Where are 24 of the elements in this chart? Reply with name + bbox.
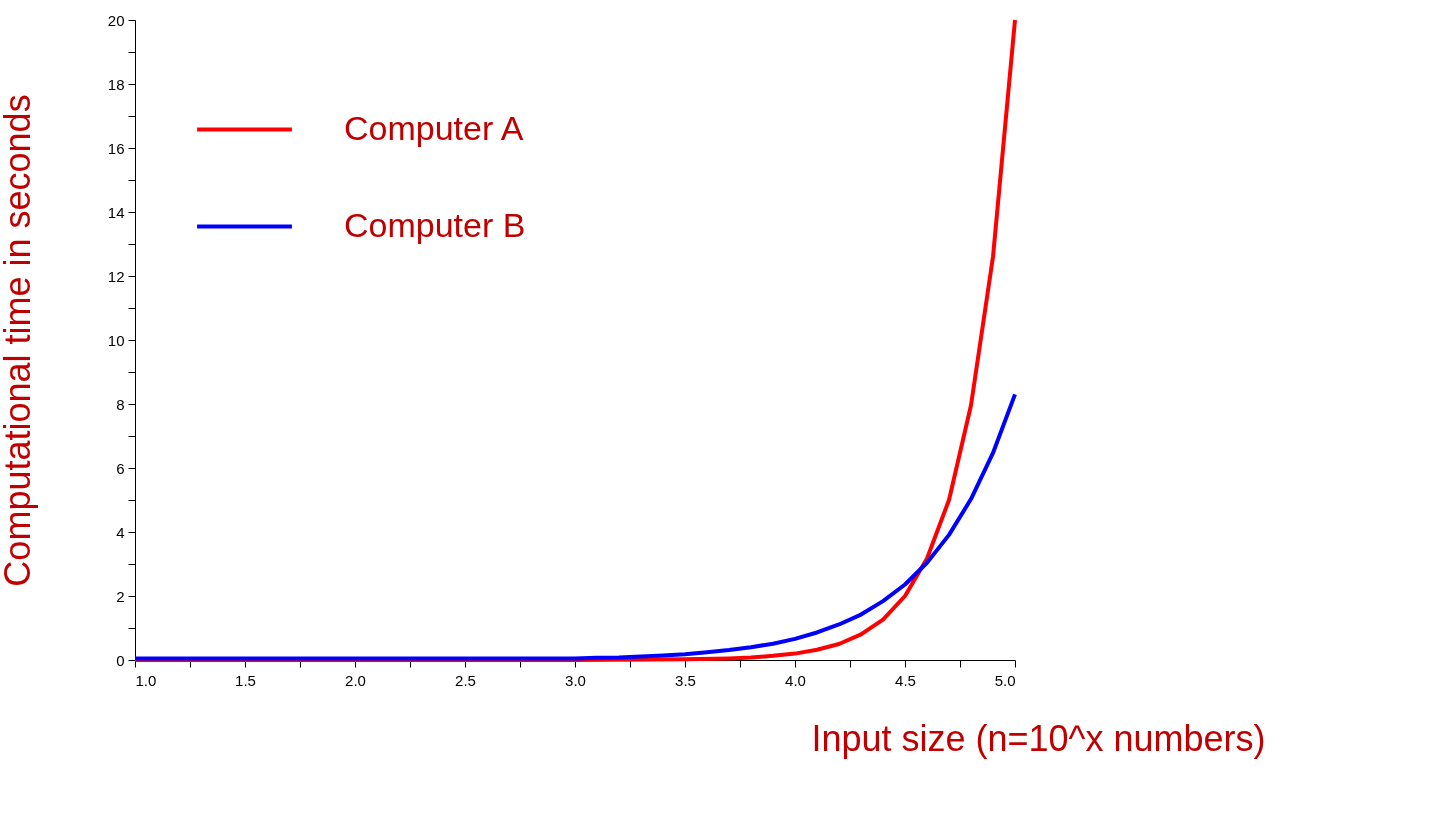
y-tick-label: 6 [116, 459, 125, 477]
y-tick-label: 14 [107, 203, 125, 221]
x-tick-label: 1.0 [135, 671, 157, 689]
y-tick-label: 20 [107, 11, 125, 29]
y-axis-title: Computational time in seconds [0, 94, 38, 587]
y-tick-label: 0 [116, 651, 125, 669]
y-tick-label: 18 [107, 75, 125, 93]
y-tick-label: 16 [107, 139, 125, 157]
y-tick-label: 12 [107, 267, 125, 285]
y-tick-label: 8 [116, 395, 125, 413]
x-tick-label: 4.0 [785, 671, 806, 689]
legend-label: Computer A [344, 108, 524, 147]
x-tick-label: 2.5 [455, 671, 476, 689]
y-tick-label: 4 [116, 523, 125, 541]
x-tick-label: 5.0 [994, 671, 1016, 689]
y-tick-label: 10 [107, 331, 125, 349]
x-tick-label: 3.5 [675, 671, 696, 689]
x-tick-label: 3.0 [565, 671, 586, 689]
x-tick-label: 1.5 [235, 671, 256, 689]
x-tick-label: 4.5 [895, 671, 916, 689]
x-tick-label: 2.0 [345, 671, 366, 689]
y-tick-label: 2 [116, 587, 125, 605]
x-axis-title: Input size (n=10^x numbers) [811, 717, 1266, 759]
legend-label: Computer B [344, 205, 526, 244]
